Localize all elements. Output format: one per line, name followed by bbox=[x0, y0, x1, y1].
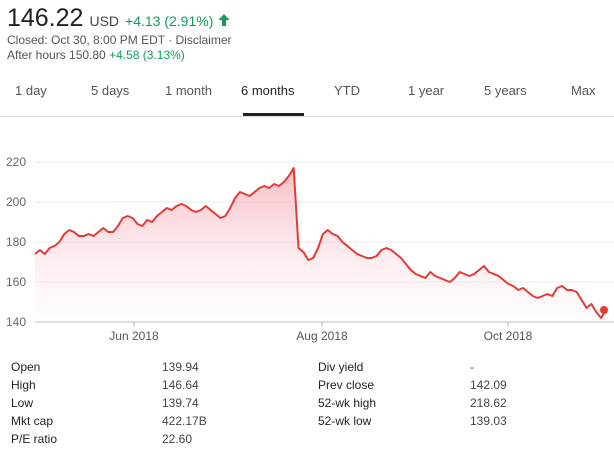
y-tick-label: 220 bbox=[6, 155, 26, 169]
x-tick-label: Jun 2018 bbox=[109, 329, 159, 343]
y-tick-label: 140 bbox=[6, 315, 26, 329]
tab-1-year[interactable]: 1 year bbox=[408, 83, 445, 98]
tab-ytd[interactable]: YTD bbox=[334, 83, 360, 98]
price-change: +4.13 (2.91%) bbox=[125, 13, 231, 29]
y-tick-label: 160 bbox=[6, 275, 26, 289]
tab-1-day[interactable]: 1 day bbox=[15, 83, 47, 98]
chart-x-ticks: Jun 2018 Aug 2018 Oct 2018 bbox=[109, 322, 533, 343]
tab-1-month[interactable]: 1 month bbox=[165, 83, 212, 98]
price-chart[interactable]: 220 200 180 160 140 Jun 2018 Aug 2018 Oct 2018 bbox=[0, 150, 614, 345]
range-tabs: 1 day 5 days 1 month 6 months YTD 1 year… bbox=[0, 74, 614, 117]
after-hours: After hours 150.80 +4.58 (3.13%) bbox=[7, 48, 185, 62]
tab-5-days[interactable]: 5 days bbox=[91, 83, 130, 98]
chart-last-point bbox=[600, 306, 608, 314]
y-tick-label: 200 bbox=[6, 195, 26, 209]
currency-label: USD bbox=[89, 13, 120, 29]
active-tab-indicator bbox=[243, 113, 304, 116]
tab-max[interactable]: Max bbox=[571, 83, 596, 98]
tab-5-years[interactable]: 5 years bbox=[484, 83, 527, 98]
y-tick-label: 180 bbox=[6, 235, 26, 249]
x-tick-label: Oct 2018 bbox=[484, 329, 533, 343]
tab-6-months[interactable]: 6 months bbox=[241, 83, 295, 98]
quote-header: 146.22 USD +4.13 (2.91%) Closed: Oct 30,… bbox=[7, 4, 232, 63]
chart-series-line bbox=[34, 167, 607, 319]
x-tick-label: Aug 2018 bbox=[296, 329, 348, 343]
current-price: 146.22 bbox=[7, 4, 84, 32]
up-arrow-icon bbox=[218, 14, 230, 26]
chart-area-fill bbox=[35, 168, 606, 322]
closed-status: Closed: Oct 30, 8:00 PM EDT · Disclaimer bbox=[7, 33, 232, 47]
